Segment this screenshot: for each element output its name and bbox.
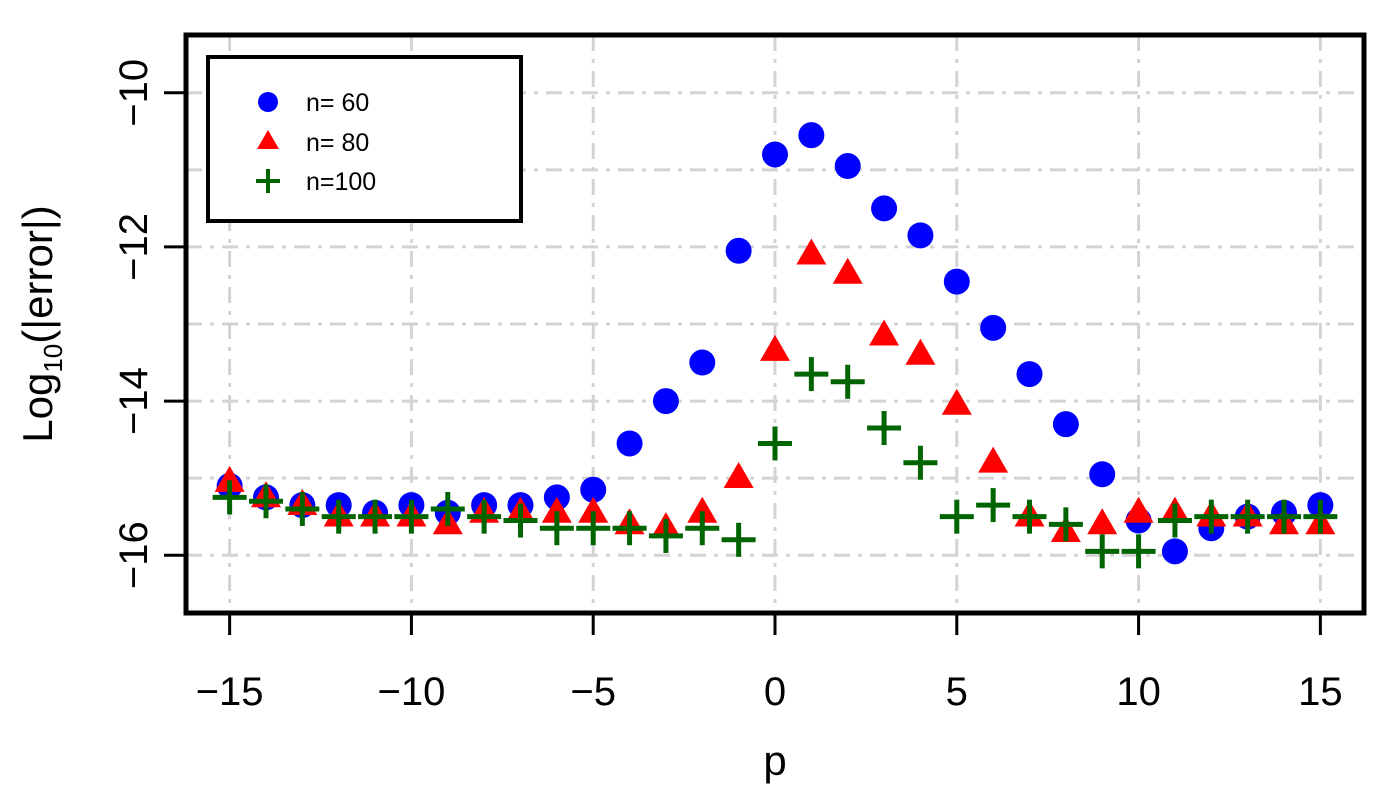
- point-plus: [539, 511, 574, 546]
- y-axis: −10 −12 −14 −16: [112, 59, 188, 589]
- point-triangle: [832, 257, 863, 284]
- point-plus: [648, 518, 683, 553]
- x-axis: −15 −10 −5 0 5 10 15: [196, 611, 1343, 714]
- series-plus: [212, 357, 1338, 569]
- point-plus: [867, 411, 902, 446]
- point-circle: [689, 349, 716, 376]
- legend-label-n80: n= 80: [306, 129, 369, 157]
- point-plus: [212, 480, 247, 515]
- x-tick-label: −5: [570, 670, 616, 714]
- point-plus: [1085, 534, 1120, 569]
- point-triangle: [1123, 496, 1154, 523]
- point-triangle: [760, 334, 790, 361]
- y-axis-title-suffix: (|error|): [14, 205, 61, 343]
- point-plus: [721, 522, 756, 557]
- point-circle: [980, 314, 1007, 341]
- point-circle: [871, 195, 898, 222]
- point-circle: [834, 153, 861, 180]
- point-triangle: [905, 338, 936, 365]
- point-plus: [1048, 507, 1083, 542]
- point-plus: [1194, 499, 1229, 534]
- y-axis-title-prefix: Log: [14, 373, 61, 443]
- point-plus: [1012, 499, 1047, 534]
- point-plus: [976, 488, 1011, 523]
- y-tick-label: −12: [112, 213, 156, 281]
- legend-label-n100: n=100: [306, 168, 376, 196]
- point-triangle: [869, 319, 900, 346]
- point-triangle: [723, 462, 754, 489]
- point-triangle: [541, 496, 572, 523]
- y-axis-title: Log10(|error|): [14, 205, 68, 442]
- point-circle: [1016, 361, 1043, 388]
- legend-marker-n100: [256, 169, 280, 193]
- point-plus: [685, 511, 720, 546]
- point-plus: [1303, 499, 1338, 534]
- point-plus: [758, 426, 792, 461]
- point-circle: [1161, 538, 1188, 565]
- series-triangle: [214, 238, 1336, 542]
- point-plus: [939, 499, 974, 534]
- point-plus: [1267, 499, 1302, 534]
- point-circle: [907, 222, 934, 249]
- point-circle: [725, 237, 752, 264]
- legend-marker-n80: [257, 130, 279, 149]
- point-plus: [285, 491, 320, 526]
- point-plus: [576, 511, 611, 546]
- point-plus: [321, 499, 356, 534]
- point-plus: [794, 357, 829, 392]
- x-tick-label: −15: [196, 670, 264, 714]
- point-plus: [430, 491, 465, 526]
- point-circle: [762, 141, 788, 168]
- point-circle: [580, 476, 607, 503]
- point-triangle: [578, 496, 609, 523]
- point-plus: [1157, 503, 1192, 538]
- point-circle: [652, 388, 679, 415]
- legend-label-n60: n= 60: [306, 89, 369, 117]
- x-tick-label: 15: [1298, 670, 1343, 714]
- point-triangle: [941, 388, 972, 415]
- point-plus: [830, 364, 865, 399]
- point-plus: [248, 484, 283, 519]
- grid-lines: [186, 35, 1364, 613]
- y-tick-label: −16: [112, 521, 156, 589]
- x-tick-label: −10: [377, 670, 445, 714]
- point-triangle: [1087, 508, 1118, 535]
- point-plus: [394, 499, 429, 534]
- legend-box: [206, 55, 523, 223]
- x-tick-label: 0: [764, 670, 786, 714]
- point-plus: [903, 445, 938, 480]
- y-tick-label: −14: [112, 367, 156, 435]
- legend: n= 60 n= 80 n=100: [206, 55, 523, 223]
- point-plus: [503, 503, 538, 538]
- point-plus: [467, 499, 502, 534]
- legend-marker-n60: [258, 92, 278, 112]
- point-triangle: [796, 238, 827, 265]
- point-plus: [1121, 534, 1156, 569]
- x-tick-label: 5: [946, 670, 968, 714]
- point-plus: [612, 511, 647, 546]
- point-triangle: [978, 446, 1009, 473]
- x-tick-label: 10: [1116, 670, 1161, 714]
- y-axis-title-subscript: 10: [38, 344, 68, 373]
- point-circle: [616, 430, 643, 457]
- y-tick-label: −10: [112, 59, 156, 127]
- data-points: [212, 122, 1338, 569]
- x-axis-title: p: [763, 737, 786, 784]
- point-circle: [943, 268, 970, 295]
- point-circle: [798, 122, 825, 149]
- point-plus: [358, 499, 393, 534]
- point-triangle: [214, 465, 245, 492]
- point-circle: [1052, 411, 1079, 438]
- point-triangle: [687, 496, 718, 523]
- point-plus: [1230, 499, 1265, 534]
- point-circle: [1089, 461, 1116, 488]
